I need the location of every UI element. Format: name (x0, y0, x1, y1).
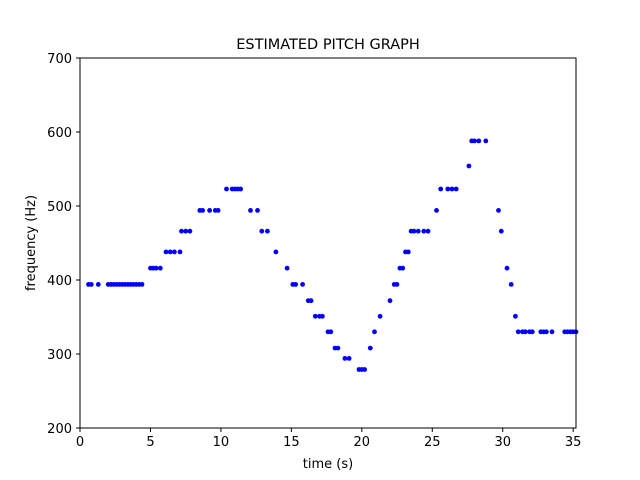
data-point (508, 282, 514, 287)
y-axis-ticks: 200 300 400 500 600 700 (47, 52, 80, 437)
data-point (320, 313, 325, 319)
data-point (476, 138, 482, 144)
x-tick-label: 35 (565, 435, 582, 450)
data-point (362, 367, 367, 372)
y-tick-label: 700 (47, 52, 72, 67)
y-axis-label: frequency (Hz) (24, 195, 39, 291)
data-point (183, 228, 189, 234)
data-point (411, 228, 417, 234)
data-point (544, 329, 549, 335)
y-tick-label: 600 (47, 126, 72, 141)
data-point (342, 356, 348, 361)
data-point (394, 282, 400, 287)
data-point (421, 228, 427, 234)
data-point (139, 282, 145, 287)
data-point (498, 228, 504, 234)
x-tick-label: 20 (354, 435, 371, 450)
data-point (367, 345, 373, 351)
x-tick-label: 25 (424, 435, 441, 450)
data-point (300, 282, 305, 287)
data-point (265, 228, 270, 234)
data-point (453, 186, 459, 192)
data-point (483, 138, 489, 144)
data-point (259, 228, 265, 234)
data-point (95, 282, 101, 287)
data-point (163, 249, 169, 255)
data-point (372, 329, 377, 335)
data-point (466, 163, 472, 169)
data-point (284, 265, 290, 271)
data-point (308, 298, 314, 304)
y-tick-label: 300 (47, 348, 72, 363)
x-tick-label: 10 (213, 435, 230, 450)
data-point (415, 228, 421, 234)
chart-title: ESTIMATED PITCH GRAPH (236, 37, 420, 53)
data-point (496, 208, 501, 213)
data-point (153, 265, 159, 271)
data-point (513, 313, 518, 319)
data-point (200, 208, 206, 213)
data-point (425, 228, 431, 234)
y-tick-label: 200 (47, 422, 72, 437)
data-point (207, 208, 213, 213)
data-point (177, 249, 183, 255)
data-point (215, 208, 221, 213)
data-point (273, 249, 279, 255)
data-point (400, 265, 406, 271)
data-point (312, 313, 318, 319)
data-point (445, 186, 451, 192)
data-point (167, 249, 173, 255)
y-tick-label: 400 (47, 274, 72, 289)
data-point (504, 265, 510, 271)
data-point (377, 313, 383, 319)
data-point (335, 345, 341, 351)
data-point (248, 208, 253, 213)
data-point (238, 186, 244, 192)
data-point (438, 186, 444, 192)
plot-frame (79, 57, 577, 429)
data-point (405, 249, 411, 255)
x-tick-label: 0 (76, 435, 84, 450)
data-point (515, 329, 521, 335)
x-axis-label: time (s) (303, 457, 353, 472)
data-point (224, 186, 229, 192)
data-point (449, 186, 455, 192)
y-tick-label: 500 (47, 200, 72, 215)
data-point (172, 249, 177, 255)
data-point (88, 282, 94, 287)
data-point (472, 138, 477, 144)
data-point (549, 329, 555, 335)
data-points (86, 138, 579, 372)
data-point (179, 228, 184, 234)
data-point (157, 265, 163, 271)
data-point (187, 228, 193, 234)
x-tick-label: 30 (494, 435, 511, 450)
data-point (255, 208, 260, 213)
x-axis-ticks: 0 5 10 15 20 25 30 35 (76, 428, 582, 450)
x-tick-label: 15 (283, 435, 300, 450)
data-point (522, 329, 528, 335)
data-point (434, 208, 439, 213)
x-tick-label: 5 (146, 435, 154, 450)
data-point (529, 329, 535, 335)
data-point (328, 329, 334, 335)
data-point (346, 356, 352, 361)
data-point (293, 282, 298, 287)
data-point (387, 298, 393, 304)
